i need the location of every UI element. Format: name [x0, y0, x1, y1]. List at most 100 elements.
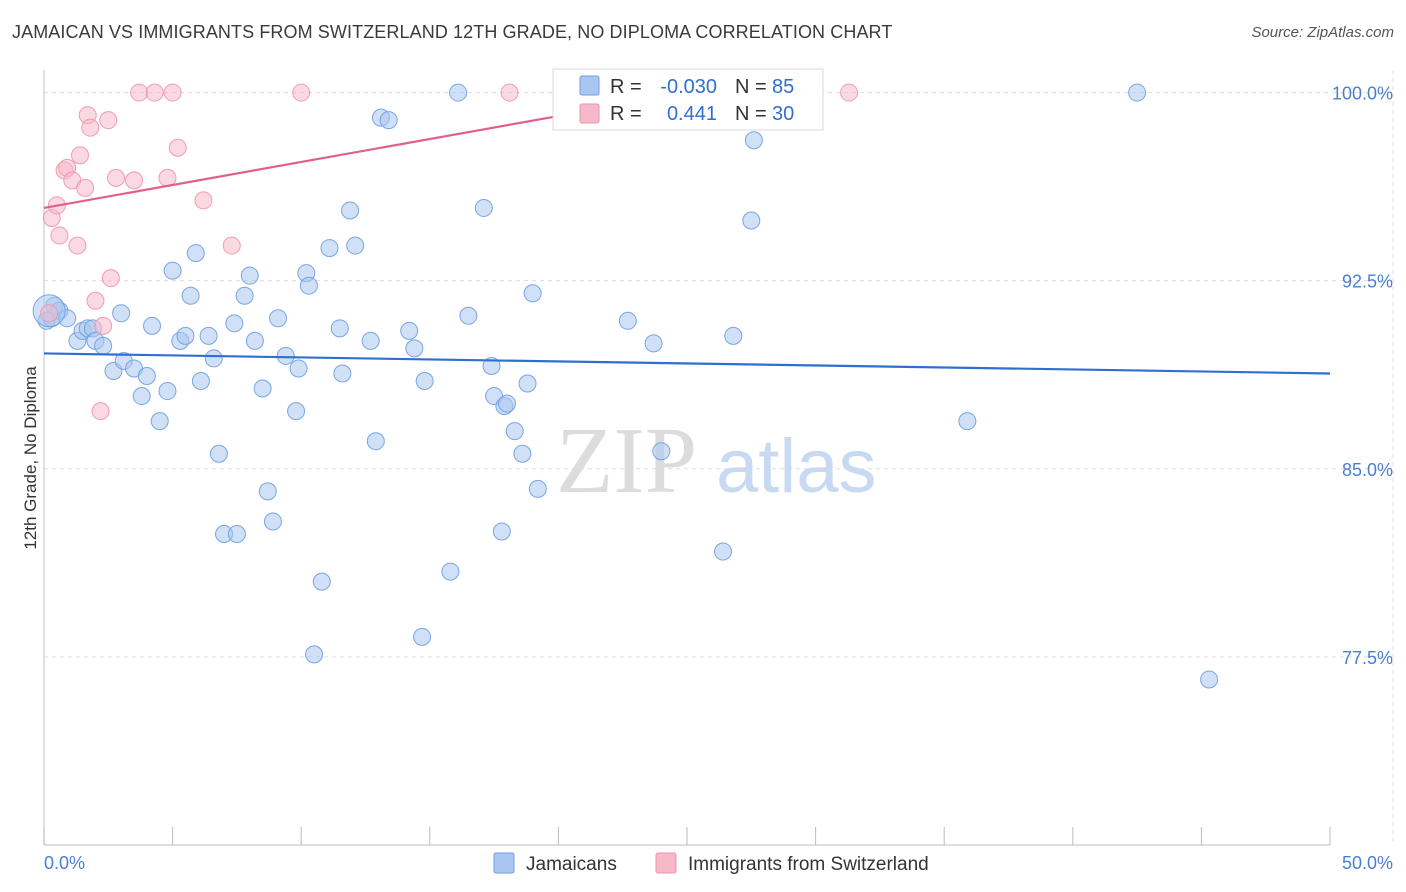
swiss-point — [107, 168, 126, 187]
legend-swatch-swiss — [579, 103, 600, 124]
jamaican-point — [287, 402, 306, 421]
jamaican-point — [204, 349, 223, 368]
jamaican-point — [269, 309, 288, 328]
jamaican-point — [235, 286, 254, 305]
watermark-zip: ZIP — [556, 409, 697, 513]
jamaican-point — [518, 374, 537, 393]
jamaican-point — [163, 261, 182, 280]
swiss-point — [130, 83, 149, 102]
jamaican-point — [341, 201, 360, 220]
jamaican-point — [379, 111, 398, 130]
jamaican-point — [618, 311, 637, 330]
bottom-legend-label-jamaicans: Jamaicans — [526, 854, 617, 875]
jamaican-point — [330, 319, 349, 338]
jamaican-point — [459, 306, 478, 325]
swiss-point — [840, 83, 859, 102]
legend-n-label-jamaicans: N = — [735, 76, 767, 98]
legend-r-value-jamaicans: -0.030 — [660, 76, 717, 98]
jamaican-point — [225, 314, 244, 333]
jamaican-point — [181, 286, 200, 305]
bottom-legend-label-swiss: Immigrants from Switzerland — [688, 854, 929, 875]
jamaican-point — [346, 236, 365, 255]
swiss-point — [68, 236, 87, 255]
jamaican-point — [112, 304, 131, 323]
swiss-point — [168, 138, 187, 157]
jamaican-point — [263, 512, 282, 531]
jamaican-point — [714, 542, 733, 561]
watermark-atlas: atlas — [716, 424, 877, 509]
jamaican-point — [137, 366, 156, 385]
y-tick-label: 100.0% — [1332, 84, 1393, 104]
legend-r-label-jamaicans: R = — [610, 76, 642, 98]
bottom-legend-swatch-swiss — [655, 852, 677, 874]
jamaican-point — [482, 356, 501, 375]
jamaican-point — [400, 321, 419, 340]
jamaican-point — [652, 442, 671, 461]
jamaican-point — [245, 331, 264, 350]
jamaican-point — [474, 198, 493, 217]
jamaican-point — [492, 522, 511, 541]
jamaican-point — [744, 131, 763, 150]
jamaican-trend-line — [43, 352, 1331, 375]
jamaican-point — [441, 562, 460, 581]
x-tick-label-max: 50.0% — [1342, 853, 1393, 873]
jamaican-point — [258, 482, 277, 501]
y-tick-labels: 100.0% 92.5% 85.0% 77.5% — [1332, 84, 1393, 668]
chart-source: Source: ZipAtlas.com — [1251, 24, 1394, 41]
jamaican-point — [186, 244, 205, 263]
jamaican-point — [94, 336, 113, 355]
jamaican-point — [644, 334, 663, 353]
jamaican-point — [209, 444, 228, 463]
swiss-point — [91, 402, 110, 421]
swiss-point — [292, 83, 311, 102]
jamaican-point — [158, 382, 177, 401]
jamaican-point — [513, 444, 532, 463]
chart-title: JAMAICAN VS IMMIGRANTS FROM SWITZERLAND … — [12, 22, 893, 42]
swiss-point — [99, 111, 118, 130]
jamaican-point — [742, 211, 761, 230]
swiss-point — [86, 291, 105, 310]
jamaican-point — [240, 266, 259, 285]
jamaican-point — [497, 394, 516, 413]
jamaican-point — [1128, 83, 1147, 102]
swiss-points — [40, 83, 859, 421]
swiss-point — [222, 236, 241, 255]
jamaican-point — [143, 316, 162, 335]
legend-n-value-swiss: 30 — [772, 103, 794, 125]
jamaican-point — [523, 284, 542, 303]
jamaican-point — [289, 359, 308, 378]
jamaican-point — [191, 372, 210, 391]
jamaican-point — [528, 479, 547, 498]
jamaican-points — [32, 83, 1219, 689]
swiss-point — [125, 171, 144, 190]
y-tick-label: 85.0% — [1342, 460, 1393, 480]
x-tick-label-min: 0.0% — [44, 853, 85, 873]
jamaican-point — [176, 326, 195, 345]
legend-r-value-swiss: 0.441 — [667, 103, 717, 125]
legend-swatch-jamaicans — [579, 75, 600, 96]
swiss-point — [76, 178, 95, 197]
swiss-point — [94, 316, 113, 335]
jamaican-point — [724, 326, 743, 345]
jamaican-point — [320, 239, 339, 258]
jamaican-point — [312, 572, 331, 591]
jamaican-point — [1200, 670, 1219, 689]
jamaican-point — [227, 524, 246, 543]
jamaican-point — [958, 412, 977, 431]
legend-n-label-swiss: N = — [735, 103, 767, 125]
swiss-point — [71, 146, 90, 165]
y-tick-label: 92.5% — [1342, 272, 1393, 292]
jamaican-point — [415, 372, 434, 391]
watermark: ZIP atlas — [556, 409, 877, 513]
swiss-point — [145, 83, 164, 102]
jamaican-point — [132, 387, 151, 406]
jamaican-point — [199, 326, 218, 345]
jamaican-point — [299, 276, 318, 295]
swiss-point — [101, 269, 120, 288]
jamaican-point — [366, 432, 385, 451]
swiss-point — [500, 83, 519, 102]
jamaican-point — [413, 627, 432, 646]
legend-r-label-swiss: R = — [610, 103, 642, 125]
jamaican-point — [305, 645, 324, 664]
